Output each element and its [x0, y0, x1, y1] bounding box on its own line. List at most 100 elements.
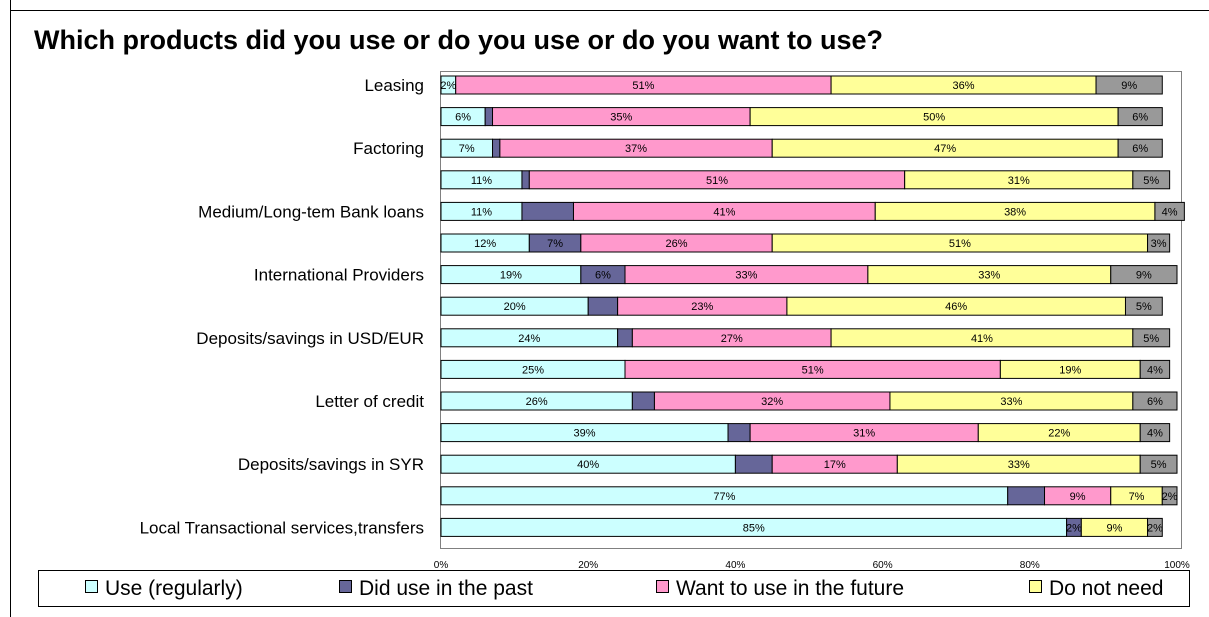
bar-segment [1117, 138, 1163, 158]
bar-row: 39% 31% 22% 4% [440, 423, 1171, 443]
bar-segment [1095, 75, 1163, 95]
bar-segment [1132, 170, 1171, 190]
category-labels: Leasing Factoring Medium/Long-tem Bank loa… [140, 76, 425, 537]
data-label: 20% [504, 301, 526, 313]
bar-segment [1139, 423, 1171, 443]
data-label: 25% [522, 364, 544, 376]
legend-swatch-use-regularly [85, 580, 98, 593]
bar-segment [1132, 391, 1178, 411]
data-label: 11% [471, 175, 492, 187]
bar-row: 2% 51% 36% 9% [440, 75, 1163, 95]
data-label: 26% [666, 238, 688, 250]
bar-segment [521, 201, 574, 221]
data-label: 3% [1151, 238, 1167, 250]
legend-swatch-do-not-need [1029, 580, 1042, 593]
category-label: Local Transactional services,transfers [140, 518, 424, 537]
data-label: 39% [574, 428, 596, 440]
x-tick-label: 100% [1164, 560, 1190, 571]
x-tick-label: 60% [873, 560, 893, 571]
bar-segment [1147, 517, 1163, 537]
bar-segment [521, 170, 530, 190]
bar-row: 11% 41% 38% 4% [440, 201, 1185, 221]
data-label: 33% [1000, 396, 1022, 408]
bar-segment [1007, 486, 1046, 506]
data-label: 32% [761, 396, 783, 408]
data-label: 40% [577, 459, 599, 471]
bar-segment [1161, 486, 1178, 506]
data-label: 33% [978, 270, 1000, 282]
data-label: 41% [713, 206, 735, 218]
category-label: Letter of credit [315, 392, 424, 411]
data-label: 19% [1059, 364, 1081, 376]
data-label: 37% [625, 143, 647, 155]
bar-row: 12% 7% 26% 51% 3% [440, 233, 1171, 253]
data-label: 6% [595, 270, 611, 282]
data-label: 9% [1121, 80, 1137, 92]
data-label: 12% [474, 238, 496, 250]
category-label: Deposits/savings in USD/EUR [196, 329, 424, 348]
data-label: 2% [1147, 522, 1163, 534]
legend-item-use-regularly: Use (regularly) [85, 577, 243, 601]
data-label: 2% [1162, 491, 1178, 503]
legend-swatch-did-use-in-past [339, 580, 352, 593]
bar-segment [1124, 296, 1163, 316]
bar-row: 7% 37% 47% 6% [440, 138, 1163, 158]
data-label: 31% [853, 428, 875, 440]
category-label: Deposits/savings in SYR [238, 455, 424, 474]
bar-segment [1154, 201, 1185, 221]
data-label: 9% [1136, 270, 1152, 282]
bars-layer: 2% 51% 36% 9% 6% 35% 50% 6% 7% 37% 47% 6% 11% 51% 31% 5… [440, 75, 1185, 537]
bar-row: 85% 2% 9% 2% [440, 517, 1163, 537]
bar-segment [631, 391, 655, 411]
bar-segment [1139, 359, 1171, 379]
legend: Use (regularly) Did use in the past Want… [38, 570, 1190, 607]
category-label: Factoring [353, 139, 424, 158]
x-tick-label: 80% [1020, 560, 1040, 571]
data-label: 4% [1162, 206, 1178, 218]
bar-row: 25% 51% 19% 4% [440, 359, 1171, 379]
data-label: 4% [1147, 364, 1163, 376]
data-label: 2% [440, 80, 456, 92]
data-label: 19% [500, 270, 522, 282]
bar-segment [1147, 233, 1171, 253]
category-label: Leasing [364, 76, 424, 95]
data-label: 51% [949, 238, 971, 250]
data-label: 6% [455, 112, 471, 124]
data-label: 7% [459, 143, 475, 155]
bar-segment [727, 423, 751, 443]
data-label: 41% [971, 333, 993, 345]
data-label: 33% [1008, 459, 1030, 471]
bar-segment [587, 296, 619, 316]
bar-segment [1139, 454, 1178, 474]
data-label: 5% [1143, 175, 1159, 187]
bar-row: 26% 32% 33% 6% [440, 391, 1178, 411]
bar-segment [617, 328, 633, 348]
data-label: 26% [526, 396, 548, 408]
data-label: 31% [1008, 175, 1030, 187]
data-label: 6% [1147, 396, 1163, 408]
data-label: 5% [1143, 333, 1159, 345]
bar-row: 20% 23% 46% 5% [440, 296, 1163, 316]
legend-item-did-use-in-past: Did use in the past [339, 577, 533, 601]
data-label: 47% [934, 143, 956, 155]
data-label: 51% [706, 175, 728, 187]
data-label: 23% [691, 301, 713, 313]
data-label: 77% [713, 491, 735, 503]
bar-row: 11% 51% 31% 5% [440, 170, 1171, 190]
bar-row: 6% 35% 50% 6% [440, 107, 1163, 127]
data-label: 22% [1048, 428, 1070, 440]
data-label: 50% [923, 112, 945, 124]
data-label: 51% [802, 364, 824, 376]
data-label: 35% [610, 112, 632, 124]
data-label: 4% [1147, 428, 1163, 440]
bar-segment [734, 454, 773, 474]
bar-row: 77% 9% 7% 2% [440, 486, 1178, 506]
data-label: 11% [471, 206, 492, 218]
chart-title: Which products did you use or do you use… [34, 25, 884, 55]
data-label: 7% [1129, 491, 1145, 503]
legend-swatch-want-to-use [656, 580, 669, 593]
category-label: International Providers [254, 266, 424, 285]
bar-segment [492, 138, 501, 158]
